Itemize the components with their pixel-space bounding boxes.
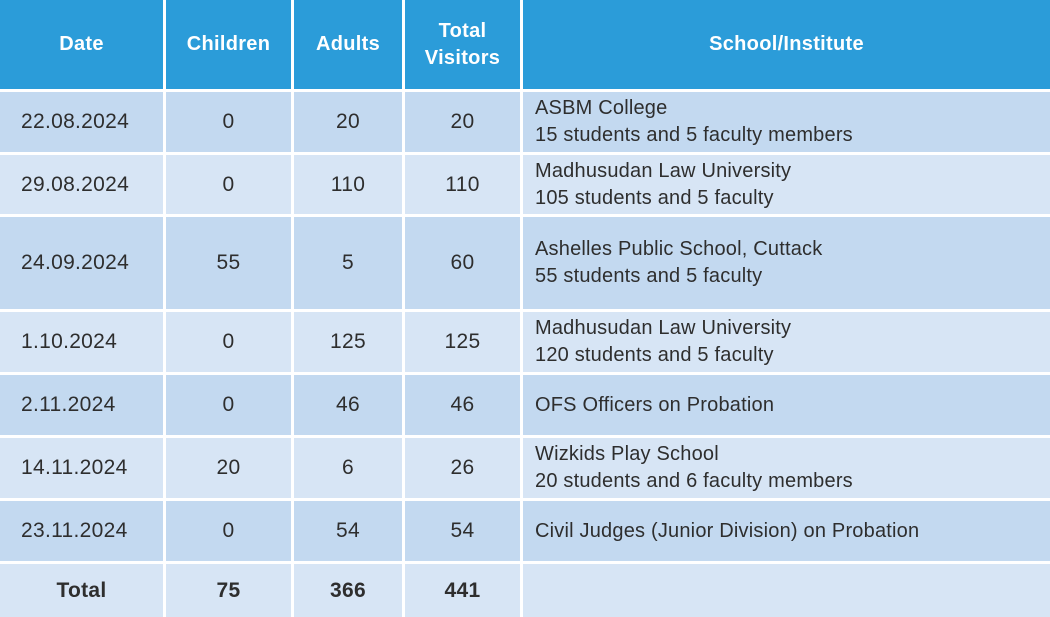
school-detail: 20 students and 6 faculty members (535, 470, 853, 492)
cell-date: 14.11.2024 (0, 438, 166, 501)
cell-total-visitors: 110 (405, 155, 523, 217)
cell-total-visitors: 46 (405, 375, 523, 438)
total-row: Total 75 366 441 (0, 564, 1050, 617)
table-row: 14.11.2024 20 6 26 Wizkids Play School 2… (0, 438, 1050, 501)
table-row: 22.08.2024 0 20 20 ASBM College 15 stude… (0, 92, 1050, 155)
cell-school: OFS Officers on Probation (523, 375, 1050, 438)
cell-total-visitors: 20 (405, 92, 523, 155)
cell-children: 0 (166, 375, 294, 438)
cell-total-visitors: 26 (405, 438, 523, 501)
cell-school: ASBM College 15 students and 5 faculty m… (523, 92, 1050, 155)
cell-adults: 46 (294, 375, 405, 438)
cell-children: 20 (166, 438, 294, 501)
total-label: Total (0, 564, 166, 617)
cell-adults: 6 (294, 438, 405, 501)
table-row: 29.08.2024 0 110 110 Madhusudan Law Univ… (0, 155, 1050, 217)
school-name: Madhusudan Law University (535, 317, 792, 339)
cell-adults: 20 (294, 92, 405, 155)
cell-school: Civil Judges (Junior Division) on Probat… (523, 501, 1050, 564)
cell-adults: 54 (294, 501, 405, 564)
school-detail: 15 students and 5 faculty members (535, 124, 853, 146)
cell-date: 2.11.2024 (0, 375, 166, 438)
cell-date: 24.09.2024 (0, 217, 166, 312)
cell-adults: 110 (294, 155, 405, 217)
school-name: Civil Judges (Junior Division) on Probat… (535, 519, 920, 542)
cell-total-visitors: 54 (405, 501, 523, 564)
total-school-empty-cell (523, 564, 1050, 617)
school-name: ASBM College (535, 97, 668, 119)
cell-date: 22.08.2024 (0, 92, 166, 155)
table-row: 24.09.2024 55 5 60 Ashelles Public Schoo… (0, 217, 1050, 312)
school-name: Ashelles Public School, Cuttack (535, 238, 823, 260)
header-row: Date Children Adults Total Visitors Scho… (0, 0, 1050, 92)
cell-children: 0 (166, 501, 294, 564)
cell-school: Ashelles Public School, Cuttack 55 stude… (523, 217, 1050, 312)
table-row: 2.11.2024 0 46 46 OFS Officers on Probat… (0, 375, 1050, 438)
cell-date: 1.10.2024 (0, 312, 166, 375)
cell-children: 0 (166, 92, 294, 155)
col-header-children: Children (166, 0, 294, 92)
school-detail: 55 students and 5 faculty (535, 265, 763, 287)
total-adults: 366 (294, 564, 405, 617)
table-row: 23.11.2024 0 54 54 Civil Judges (Junior … (0, 501, 1050, 564)
col-header-total-visitors: Total Visitors (405, 0, 523, 92)
school-name: Wizkids Play School (535, 443, 719, 465)
cell-total-visitors: 60 (405, 217, 523, 312)
total-children: 75 (166, 564, 294, 617)
cell-total-visitors: 125 (405, 312, 523, 375)
school-detail: 105 students and 5 faculty (535, 186, 774, 209)
col-header-adults: Adults (294, 0, 405, 92)
cell-adults: 125 (294, 312, 405, 375)
table-row: 1.10.2024 0 125 125 Madhusudan Law Unive… (0, 312, 1050, 375)
col-header-school-institute: School/Institute (523, 0, 1050, 92)
school-detail: 120 students and 5 faculty (535, 344, 774, 366)
col-header-date: Date (0, 0, 166, 92)
cell-adults: 5 (294, 217, 405, 312)
school-name: OFS Officers on Probation (535, 393, 775, 416)
cell-children: 0 (166, 312, 294, 375)
cell-school: Wizkids Play School 20 students and 6 fa… (523, 438, 1050, 501)
cell-date: 23.11.2024 (0, 501, 166, 564)
school-name: Madhusudan Law University (535, 159, 792, 182)
cell-children: 0 (166, 155, 294, 217)
cell-date: 29.08.2024 (0, 155, 166, 217)
total-visitors: 441 (405, 564, 523, 617)
cell-school: Madhusudan Law University 105 students a… (523, 155, 1050, 217)
cell-school: Madhusudan Law University 120 students a… (523, 312, 1050, 375)
cell-children: 55 (166, 217, 294, 312)
